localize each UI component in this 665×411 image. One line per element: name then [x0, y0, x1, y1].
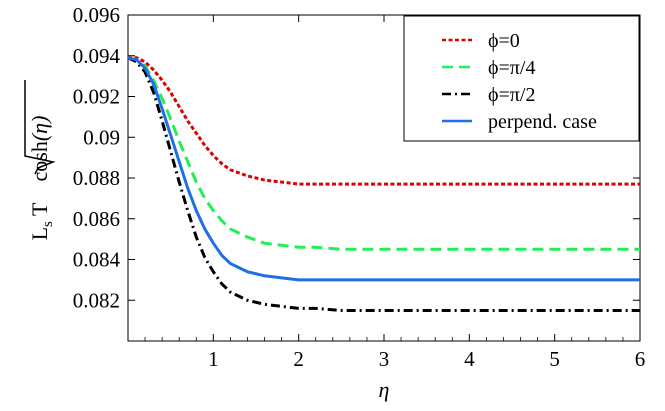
y-tick-label: 0.086 [73, 207, 120, 231]
x-tick-label: 6 [635, 347, 646, 371]
y-axis-title: Ls T cosh(η) [24, 80, 56, 241]
legend-label-1: ϕ=π/4 [488, 57, 535, 79]
y-tick-label: 0.088 [73, 166, 120, 190]
series-line-3 [127, 56, 640, 282]
y-tick-label: 0.09 [83, 125, 120, 149]
y-tick-label: 0.092 [73, 85, 120, 109]
series-line-1 [127, 56, 640, 251]
ylabel-root-arg: (η) [27, 116, 52, 142]
series-line-2 [127, 56, 640, 312]
x-tick-label: 5 [549, 347, 560, 371]
sqrt-radical-icon [24, 80, 56, 175]
x-axis-title: η [379, 377, 390, 402]
y-tick-label: 0.082 [73, 288, 120, 312]
ylabel-sub: s [40, 221, 56, 227]
legend-label-0: ϕ=0 [488, 30, 520, 52]
x-tick-label: 1 [208, 347, 219, 371]
x-tick-label: 2 [293, 347, 304, 371]
series-line-0 [128, 56, 640, 186]
ylabel-main: L [27, 227, 52, 240]
legend-label-3: perpend. case [488, 111, 597, 133]
x-tick-label: 4 [464, 347, 475, 371]
x-tick-label: 3 [379, 347, 390, 371]
series-layer [127, 56, 640, 312]
ylabel-mid: T [27, 197, 52, 221]
y-tick-label: 0.094 [73, 44, 121, 68]
y-tick-label: 0.096 [73, 3, 120, 27]
y-tick-label: 0.084 [73, 248, 121, 272]
axis-ticks: 1 2 3 4 5 6 0.082 0.084 0.086 0.088 0.09 0.092 0.094… [73, 3, 646, 371]
legend: ϕ=0 ϕ=π/4 ϕ=π/2 perpend. case [403, 15, 640, 142]
legend-label-2: ϕ=π/2 [488, 84, 535, 106]
svg-text:Ls T cosh(η): Ls T cosh(η) [27, 116, 56, 241]
